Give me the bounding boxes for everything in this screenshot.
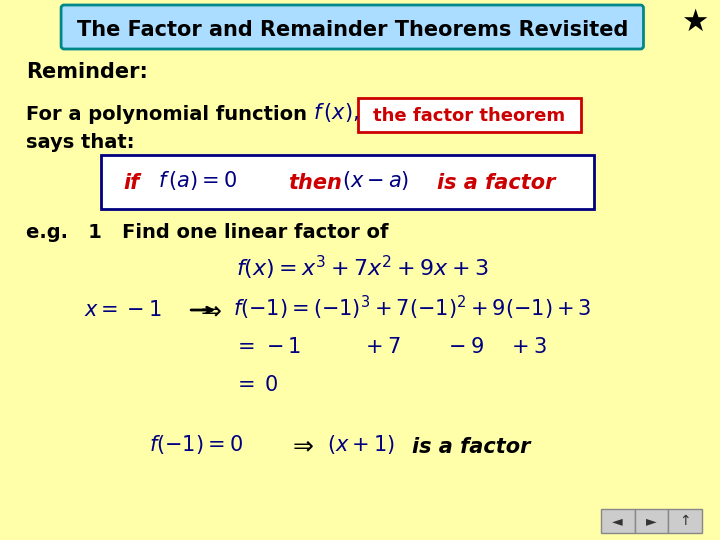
Text: $f(-1) = (-1)^3 + 7(-1)^2 + 9(-1) + 3$: $f(-1) = (-1)^3 + 7(-1)^2 + 9(-1) + 3$ xyxy=(233,294,592,322)
Text: ◄: ◄ xyxy=(612,514,623,528)
Text: Reminder:: Reminder: xyxy=(27,62,148,82)
Text: if: if xyxy=(124,173,140,193)
Text: $= \;0$: $= \;0$ xyxy=(233,375,278,395)
Text: ►: ► xyxy=(646,514,657,528)
Text: says that:: says that: xyxy=(27,133,135,152)
FancyBboxPatch shape xyxy=(61,5,644,49)
Text: $(x - a)$: $(x - a)$ xyxy=(342,170,410,192)
FancyBboxPatch shape xyxy=(634,509,668,533)
Text: $(x + 1)$: $(x + 1)$ xyxy=(328,434,395,456)
Text: For a polynomial function: For a polynomial function xyxy=(27,105,307,125)
Text: $\Rightarrow$: $\Rightarrow$ xyxy=(197,298,223,322)
FancyBboxPatch shape xyxy=(359,98,581,132)
Text: The Factor and Remainder Theorems Revisited: The Factor and Remainder Theorems Revisi… xyxy=(76,20,628,40)
Text: $f\,(x),$: $f\,(x),$ xyxy=(312,102,359,125)
Text: $\Rightarrow$: $\Rightarrow$ xyxy=(288,433,315,457)
FancyBboxPatch shape xyxy=(600,509,634,533)
FancyBboxPatch shape xyxy=(668,509,702,533)
Text: is a factor: is a factor xyxy=(437,173,555,193)
Text: then: then xyxy=(288,173,341,193)
Text: the factor theorem: the factor theorem xyxy=(374,107,566,125)
Text: $f\,(a) = 0$: $f\,(a) = 0$ xyxy=(158,170,238,192)
Text: $x = -1$: $x = -1$ xyxy=(84,300,161,320)
Text: is a factor: is a factor xyxy=(412,437,531,457)
Text: $= \,-1\qquad\quad +7\qquad\,-9\quad\,+3$: $= \,-1\qquad\quad +7\qquad\,-9\quad\,+3… xyxy=(233,337,546,357)
Text: ★: ★ xyxy=(681,8,709,37)
Text: e.g.   1   Find one linear factor of: e.g. 1 Find one linear factor of xyxy=(27,222,389,241)
Text: $f(x) = x^3 + 7x^2 + 9x + 3$: $f(x) = x^3 + 7x^2 + 9x + 3$ xyxy=(236,254,489,282)
Text: $f(-1) = 0$: $f(-1) = 0$ xyxy=(148,434,243,456)
Text: ↑: ↑ xyxy=(680,514,691,528)
FancyBboxPatch shape xyxy=(101,155,594,209)
